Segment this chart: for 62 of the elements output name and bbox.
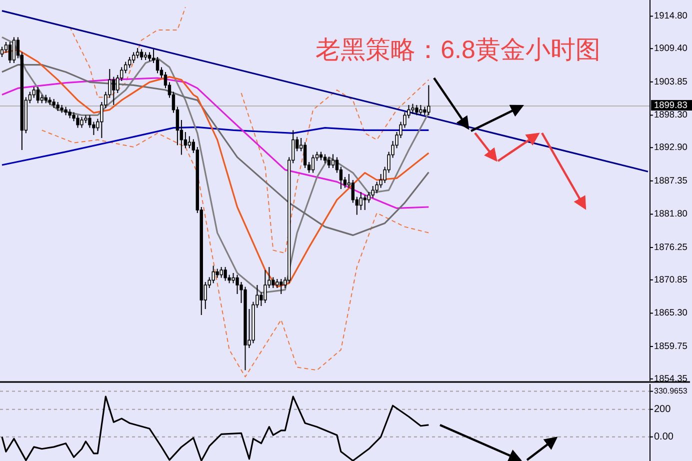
y-tick-label: 1887.35 (654, 175, 688, 186)
candlestick (140, 48, 144, 60)
candlestick (331, 154, 335, 168)
y-tick-label: 1865.30 (654, 308, 688, 318)
y-tick-label: 1903.85 (654, 76, 688, 86)
candlestick (375, 181, 378, 194)
y-tick-label: 0.00 (654, 432, 674, 443)
line-series (1, 396, 430, 461)
candlestick (36, 86, 40, 104)
candlestick (363, 194, 366, 210)
candlestick (8, 42, 12, 64)
candlestick (327, 156, 331, 168)
y-tick-label: 1859.75 (654, 340, 688, 351)
candlestick (351, 180, 355, 204)
candlestick (136, 48, 140, 59)
y-tick-label: 1854.35 (654, 373, 688, 384)
candlestick (264, 270, 267, 304)
candlestick (367, 192, 370, 204)
candlestick (156, 56, 160, 74)
candlestick (76, 114, 80, 128)
line-series (69, 6, 186, 98)
candlestick (236, 274, 239, 294)
candlestick (32, 86, 36, 98)
candlestick (0, 46, 4, 58)
candlestick (371, 186, 374, 198)
line-series (1, 126, 430, 166)
candlestick (359, 192, 362, 210)
candlestick (132, 52, 136, 64)
candlestick (12, 36, 16, 64)
candlestick (415, 104, 418, 116)
y-tick-label: 200 (654, 404, 672, 415)
candlestick (411, 103, 414, 114)
ref-line-label: 1899.83 (654, 100, 688, 110)
line-series (1, 64, 430, 236)
candlestick (419, 104, 422, 116)
line-series (41, 130, 430, 378)
candlestick (311, 154, 315, 174)
candlestick (303, 142, 307, 168)
candlestick (188, 136, 192, 149)
y-tick-label: 1898.30 (654, 110, 688, 120)
line-series (1, 77, 430, 209)
candlestick (184, 132, 188, 149)
candlestick (92, 121, 96, 136)
candlestick (80, 116, 84, 128)
candlestick (232, 272, 235, 284)
y-tick-label: 330.9653 (654, 386, 688, 396)
candlestick (272, 276, 275, 288)
candlestick (220, 266, 223, 278)
y-tick-label: 1909.40 (654, 43, 688, 54)
y-tick-label: 1881.80 (654, 208, 688, 219)
text: 老黑策略：6.8黄金小时图 (316, 36, 600, 64)
y-tick-label: 1914.80 (654, 10, 688, 21)
candlestick (128, 56, 132, 68)
candlestick (112, 76, 116, 106)
y-tick-label: 1892.90 (654, 142, 688, 152)
y-tick-label: 1870.85 (654, 274, 688, 284)
candlestick (427, 84, 430, 116)
y-tick-label: 1876.25 (654, 242, 688, 252)
line-series (240, 79, 430, 254)
candlestick (212, 265, 215, 284)
candlestick (280, 278, 283, 294)
candlestick (224, 266, 227, 282)
